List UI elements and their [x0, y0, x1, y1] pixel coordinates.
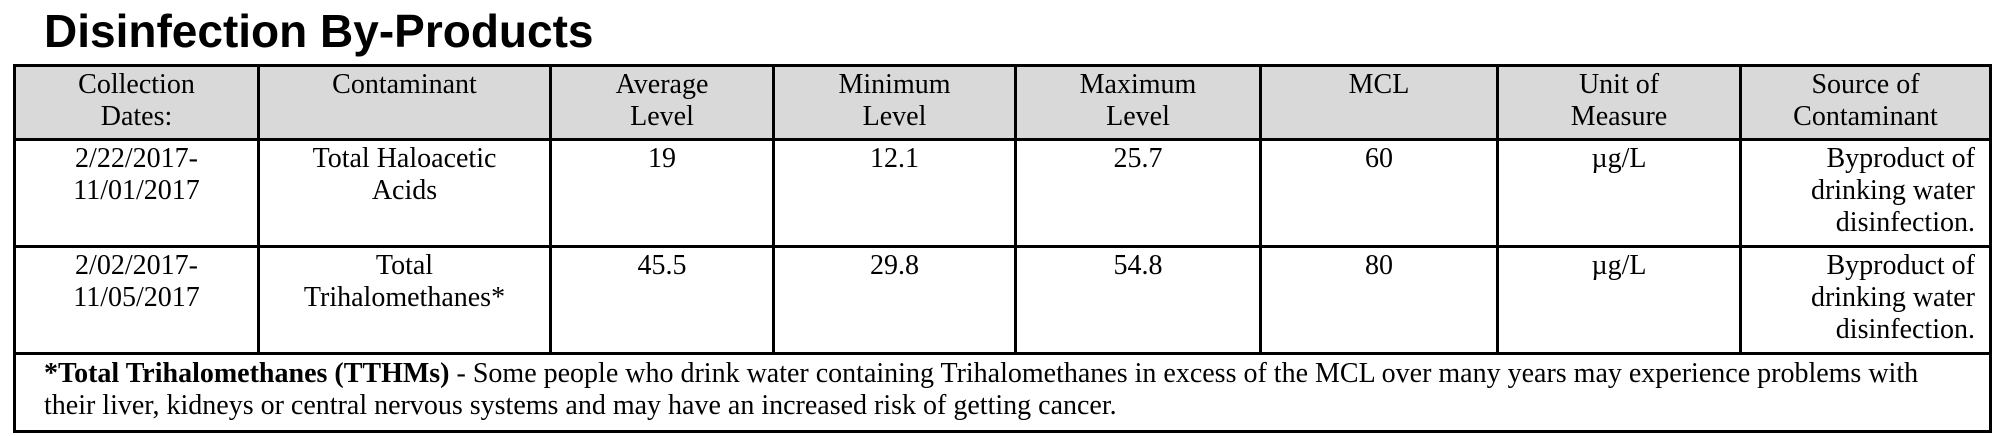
table-row: 2/22/2017- 11/01/2017 Total Haloacetic A… — [13, 138, 1992, 248]
header-line: Source of — [1811, 69, 1920, 100]
header-collection-dates: Collection Dates: — [13, 64, 260, 141]
header-line: Level — [862, 101, 927, 132]
cell-contaminant: Total Haloacetic Acids — [257, 138, 552, 248]
cell-maximum-level: 25.7 — [1014, 138, 1262, 248]
header-line: MCL — [1348, 69, 1410, 100]
header-line: Minimum — [838, 69, 951, 100]
cell-collection-dates: 2/22/2017- 11/01/2017 — [13, 138, 260, 248]
footnote-row: *Total Trihalomethanes (TTHMs) - Some pe… — [13, 352, 1992, 433]
footnote-text: - Some people who drink water containing… — [44, 358, 1919, 421]
table-header-row: Collection Dates: Contaminant Average Le… — [13, 64, 1992, 141]
cell-unit-of-measure: µg/L — [1496, 245, 1742, 355]
cell-line: Total — [375, 250, 434, 281]
cell-collection-dates: 2/02/2017- 11/05/2017 — [13, 245, 260, 355]
header-line: Average — [615, 69, 709, 100]
cell-minimum-level: 12.1 — [772, 138, 1017, 248]
header-line: Measure — [1570, 101, 1668, 132]
header-line: Unit of — [1578, 69, 1660, 100]
header-minimum-level: Minimum Level — [772, 64, 1017, 141]
cell-line: Total Haloacetic — [312, 143, 497, 174]
cell-contaminant: Total Trihalomethanes* — [257, 245, 552, 355]
disinfection-byproducts-table: Collection Dates: Contaminant Average Le… — [13, 64, 1992, 433]
header-maximum-level: Maximum Level — [1014, 64, 1262, 141]
footnote: *Total Trihalomethanes (TTHMs) - Some pe… — [13, 352, 1992, 433]
cell-line: disinfection. — [1835, 207, 1975, 238]
header-line: Level — [630, 101, 694, 132]
header-average-level: Average Level — [549, 64, 775, 141]
cell-average-level: 45.5 — [549, 245, 775, 355]
cell-source-of-contaminant: Byproduct of drinking water disinfection… — [1739, 138, 1992, 248]
footnote-bold-lead: *Total Trihalomethanes (TTHMs) — [44, 358, 450, 389]
header-line: Level — [1106, 101, 1170, 132]
cell-line: Trihalomethanes* — [303, 282, 506, 313]
header-mcl: MCL — [1259, 64, 1499, 141]
cell-mcl: 80 — [1259, 245, 1499, 355]
cell-unit-of-measure: µg/L — [1496, 138, 1742, 248]
cell-line: 2/02/2017- — [75, 250, 198, 281]
header-line: Maximum — [1079, 69, 1197, 100]
header-line: Collection — [78, 69, 195, 100]
cell-line: drinking water — [1810, 282, 1975, 313]
header-unit-of-measure: Unit of Measure — [1496, 64, 1742, 141]
cell-line: Byproduct of — [1826, 250, 1975, 281]
cell-line: Byproduct of — [1826, 143, 1975, 174]
cell-source-of-contaminant: Byproduct of drinking water disinfection… — [1739, 245, 1992, 355]
cell-line: disinfection. — [1835, 314, 1975, 345]
header-source-of-contaminant: Source of Contaminant — [1739, 64, 1992, 141]
cell-minimum-level: 29.8 — [772, 245, 1017, 355]
cell-line: drinking water — [1810, 175, 1975, 206]
header-line: Dates: — [100, 101, 173, 132]
cell-line: 11/05/2017 — [73, 282, 200, 313]
cell-line: 2/22/2017- — [75, 143, 198, 174]
cell-line: 11/01/2017 — [73, 175, 200, 206]
cell-mcl: 60 — [1259, 138, 1499, 248]
header-line: Contaminant — [1793, 101, 1938, 132]
cell-average-level: 19 — [549, 138, 775, 248]
table-row: 2/02/2017- 11/05/2017 Total Trihalometha… — [13, 245, 1992, 355]
header-line: Contaminant — [332, 69, 477, 100]
cell-line: Acids — [371, 175, 438, 206]
page-title: Disinfection By-Products — [44, 5, 594, 57]
header-contaminant: Contaminant — [257, 64, 552, 141]
cell-maximum-level: 54.8 — [1014, 245, 1262, 355]
